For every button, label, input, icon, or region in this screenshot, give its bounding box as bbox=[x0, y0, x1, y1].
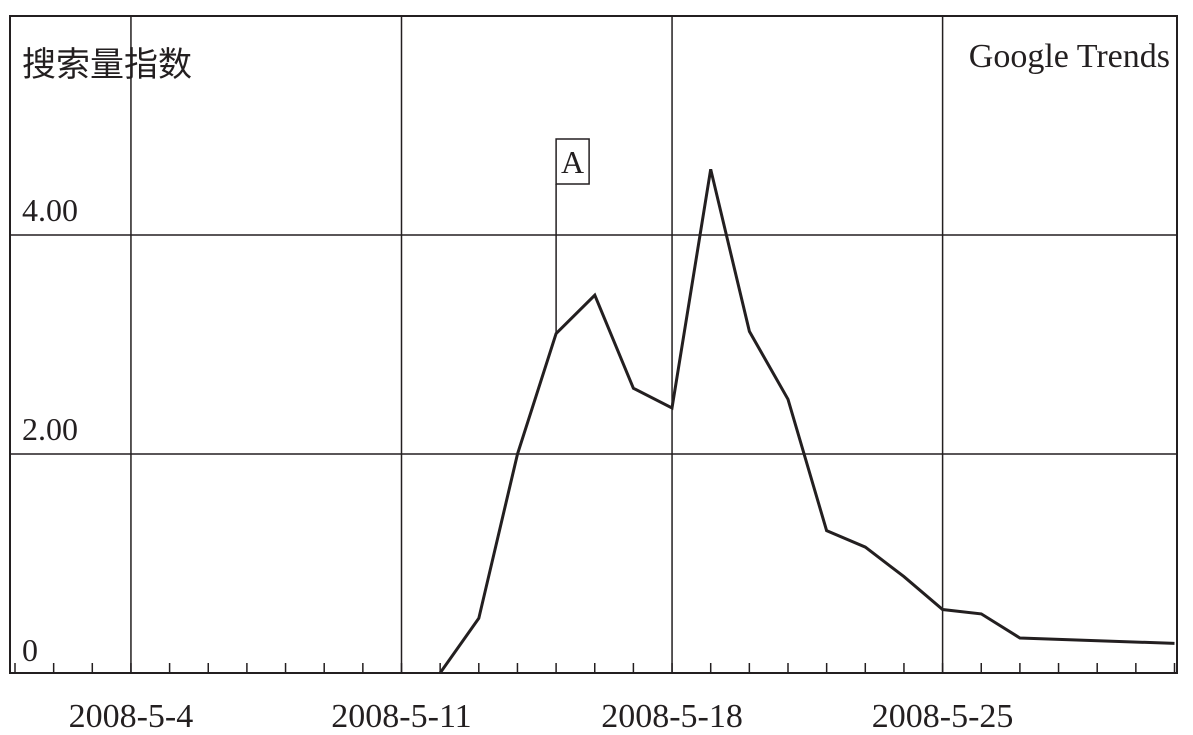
series-line bbox=[438, 168, 1175, 674]
x-tick-label: 2008-5-25 bbox=[872, 698, 1014, 735]
x-minor-ticks bbox=[14, 663, 1176, 673]
source-label: Google Trends bbox=[969, 38, 1170, 75]
y-axis-title: 搜索量指数 bbox=[22, 46, 192, 84]
y-gridlines bbox=[10, 234, 1177, 455]
x-tick-label: 2008-5-11 bbox=[331, 698, 471, 735]
annotation-box bbox=[555, 138, 590, 185]
y-tick-labels: 0 2.00 4.00 bbox=[22, 192, 78, 668]
plot-frame bbox=[9, 15, 1178, 674]
y-tick-label: 2.00 bbox=[22, 411, 78, 447]
annotation-label: A bbox=[561, 144, 584, 180]
y-tick-label: 4.00 bbox=[22, 192, 78, 228]
x-gridlines bbox=[130, 16, 944, 673]
x-tick-label: 2008-5-4 bbox=[69, 698, 194, 735]
annotation-layer: A bbox=[555, 138, 590, 334]
x-tick-label: 2008-5-18 bbox=[601, 698, 743, 735]
x-tick-labels: 2008-5-4 2008-5-11 2008-5-18 2008-5-25 bbox=[69, 698, 1014, 735]
y-tick-label: 0 bbox=[22, 632, 38, 668]
series-layer bbox=[438, 168, 1175, 674]
